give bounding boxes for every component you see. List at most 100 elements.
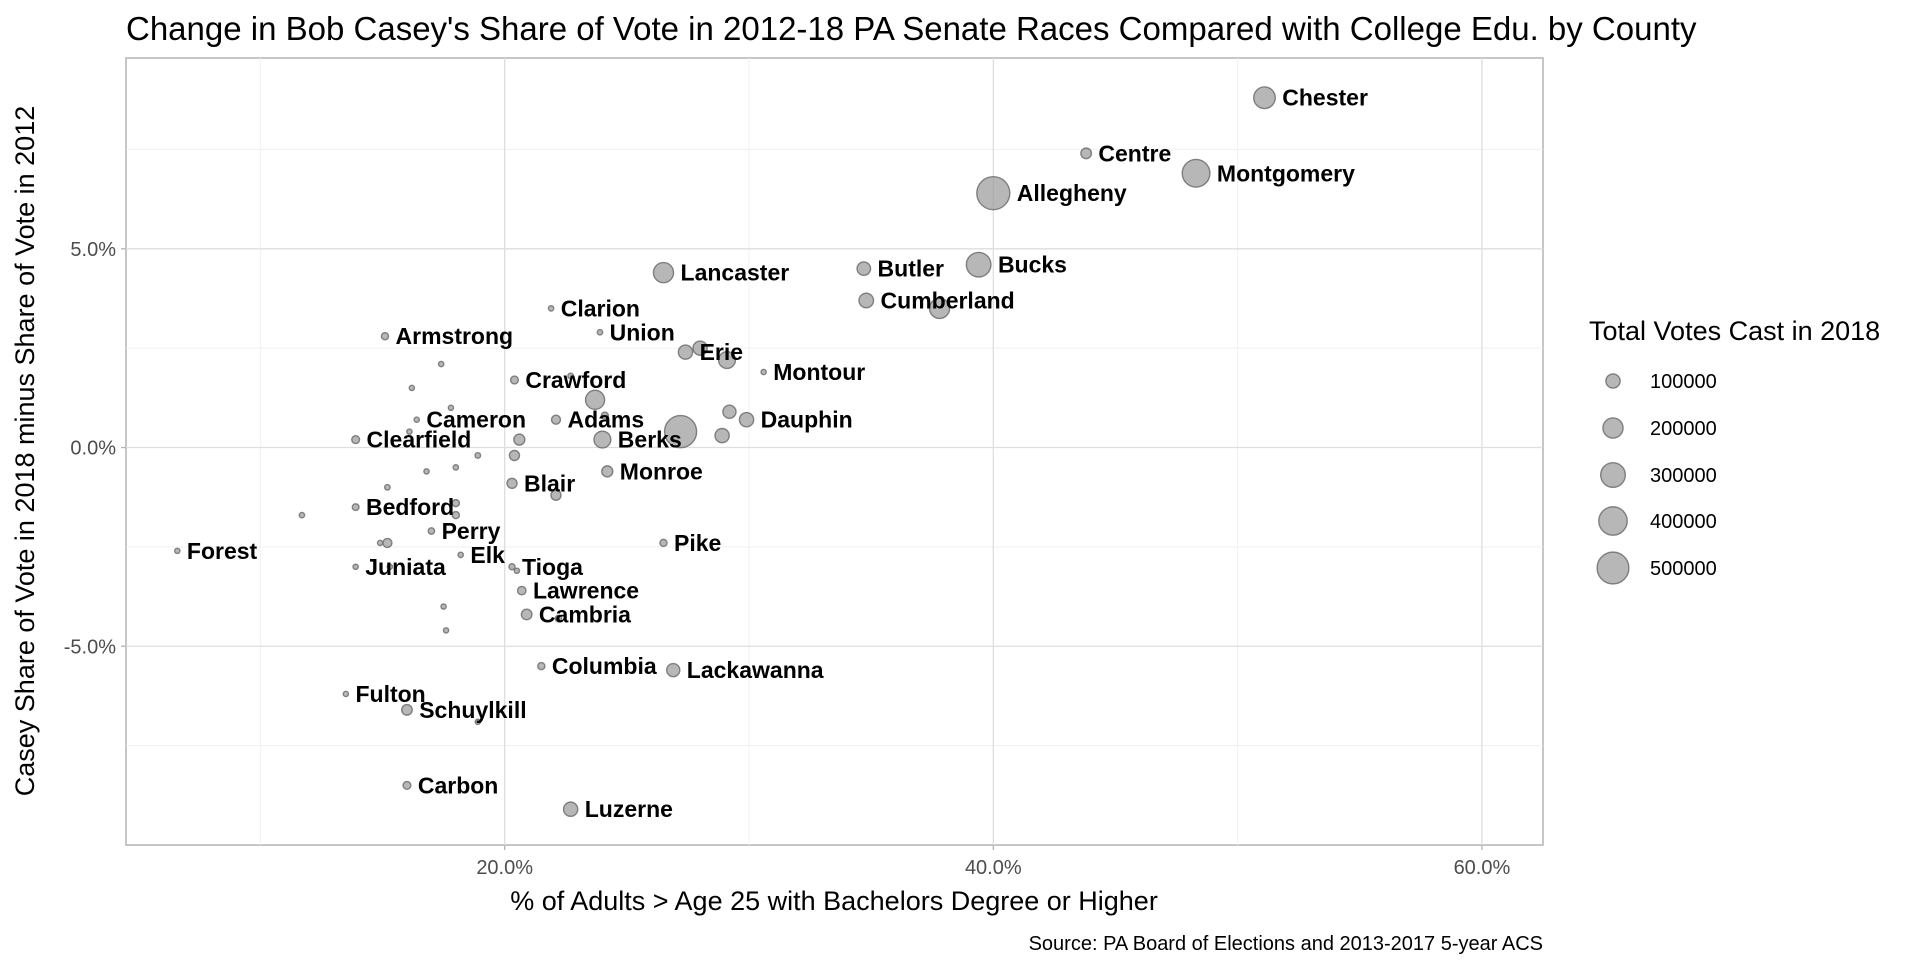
point-label: Clarion <box>561 295 640 321</box>
point-label: Fulton <box>355 681 425 707</box>
data-point <box>474 452 482 459</box>
point-label: Crawford <box>525 367 626 393</box>
data-point <box>976 175 1011 211</box>
data-point <box>382 537 393 549</box>
data-point <box>663 414 698 449</box>
plot-panel <box>125 57 1544 846</box>
point-label: Lackawanna <box>687 657 824 683</box>
legend-label: 500000 <box>1650 558 1717 580</box>
data-point <box>562 801 579 818</box>
x-tick-label: 60.0% <box>1454 857 1511 879</box>
data-point <box>508 449 521 462</box>
data-point <box>423 468 430 475</box>
data-point <box>520 608 533 621</box>
data-point <box>380 331 390 341</box>
data-point <box>692 340 708 356</box>
data-point <box>457 551 465 559</box>
point-label: Schuylkill <box>419 697 526 723</box>
data-point <box>406 428 413 435</box>
data-point <box>506 477 518 490</box>
data-point <box>509 375 520 385</box>
data-point <box>508 563 516 571</box>
data-point <box>856 261 872 277</box>
data-point <box>516 585 527 596</box>
legend-key <box>1600 462 1626 488</box>
chart-title: Change in Bob Casey's Share of Vote in 2… <box>126 10 1697 47</box>
legend-key <box>1605 373 1621 389</box>
data-point <box>928 297 951 320</box>
data-point <box>451 510 461 520</box>
point-label: Bucks <box>998 252 1067 278</box>
point-label: Union <box>610 319 675 345</box>
y-tick-label: 5.0% <box>70 239 116 261</box>
data-point <box>714 427 730 444</box>
point-label: Luzerne <box>585 796 673 822</box>
data-point <box>652 261 675 284</box>
data-point <box>174 547 181 555</box>
data-point <box>550 414 562 425</box>
point-label: Carbon <box>418 772 499 798</box>
data-point <box>537 661 546 671</box>
data-point <box>402 780 412 790</box>
x-tick-label: 40.0% <box>965 857 1022 879</box>
data-point <box>659 538 668 548</box>
legend-label: 100000 <box>1650 371 1717 393</box>
legend-key <box>1602 417 1624 439</box>
data-point <box>447 404 455 412</box>
data-point <box>413 416 421 424</box>
data-points <box>174 86 1276 818</box>
data-point <box>352 563 359 571</box>
data-point <box>593 430 612 449</box>
point-label: Tioga <box>522 554 583 580</box>
point-label: Pike <box>674 530 721 556</box>
legend-label: 200000 <box>1650 418 1717 440</box>
data-point <box>760 368 767 376</box>
point-label: Juniata <box>365 554 446 580</box>
data-point <box>666 662 681 678</box>
legend-label: 300000 <box>1650 465 1717 487</box>
data-point <box>351 503 360 512</box>
data-point <box>452 464 460 471</box>
point-label: Chester <box>1282 85 1368 111</box>
data-point <box>408 384 416 392</box>
point-label: Lancaster <box>681 260 790 286</box>
data-point <box>554 614 563 623</box>
data-point <box>722 404 737 419</box>
x-tick-label: 20.0% <box>476 857 533 879</box>
data-point <box>858 292 875 309</box>
legend-key <box>1598 506 1628 536</box>
data-point <box>567 372 575 380</box>
data-point <box>437 360 445 368</box>
axis-ticks: 20.0% 40.0% 60.0% -5.0% 0.0% 5.0% <box>64 239 1511 879</box>
data-point <box>601 465 614 478</box>
data-point <box>584 389 606 411</box>
point-label: Forest <box>187 538 258 564</box>
point-label: Cambria <box>539 601 631 627</box>
data-point <box>513 433 526 446</box>
data-point <box>596 328 604 336</box>
size-legend: Total Votes Cast in 2018 100000 200000 300… <box>1589 316 1880 585</box>
data-point <box>351 434 361 445</box>
data-point <box>451 498 461 508</box>
data-point <box>442 627 450 634</box>
y-axis-title: Casey Share of Vote in 2018 minus Share … <box>10 106 40 796</box>
point-label: Montgomery <box>1217 160 1355 186</box>
data-point <box>1181 158 1211 188</box>
point-label: Montour <box>773 359 865 385</box>
data-point <box>550 489 562 501</box>
data-point <box>386 563 394 571</box>
data-point <box>513 567 521 575</box>
point-labels: Chester Centre Montgomery Allegheny Lancaste… <box>187 85 1368 822</box>
data-point <box>600 411 610 420</box>
point-label: Armstrong <box>396 323 514 349</box>
data-point <box>376 539 384 547</box>
chart-caption: Source: PA Board of Elections and 2013-2… <box>1029 933 1543 955</box>
data-point <box>1080 147 1093 160</box>
data-point <box>677 344 694 360</box>
point-label: Dauphin <box>761 407 853 433</box>
data-point <box>738 411 755 428</box>
legend-key <box>1596 551 1630 585</box>
point-label: Cumberland <box>881 287 1015 313</box>
